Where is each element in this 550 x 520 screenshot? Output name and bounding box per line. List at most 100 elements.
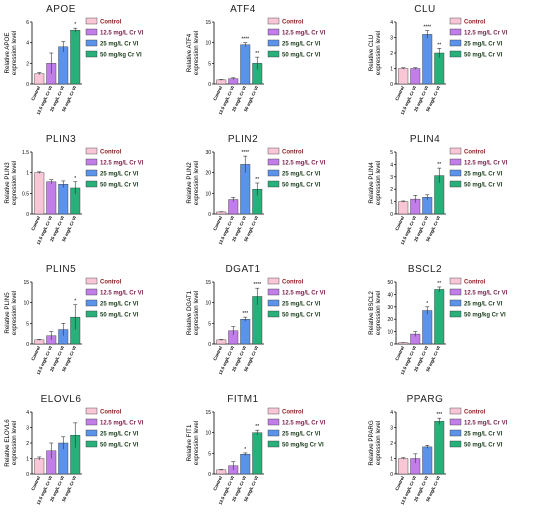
- legend-swatch: [449, 50, 462, 58]
- legend-label: 12.5 mg/L Cr VI: [282, 161, 326, 167]
- legend-label: Control: [100, 280, 122, 286]
- y-tick-label: 10: [23, 301, 29, 307]
- legend-label: 25 mg/L Cr VI: [282, 42, 321, 48]
- legend-swatch: [85, 169, 98, 177]
- x-tick-label: Control: [30, 345, 41, 361]
- x-tick-label: Control: [394, 475, 405, 491]
- y-tick-label: 2: [390, 187, 393, 193]
- significance-mark: *: [74, 176, 76, 182]
- y-axis-label-line: expression level: [193, 421, 200, 465]
- bar-1: [216, 339, 227, 345]
- legend-swatch: [267, 288, 280, 296]
- panel-title: ELOVL6: [41, 394, 82, 405]
- legend-label: 12.5 mg/L Cr VI: [282, 421, 326, 427]
- y-tick-label: 0: [26, 82, 29, 88]
- bar-1: [216, 469, 227, 475]
- legend-label: 25 mg/L Cr VI: [100, 42, 139, 48]
- panel-title: CLU: [414, 4, 436, 15]
- bar-4: [434, 289, 445, 345]
- legend-label: 50 mg/L Cr VI: [282, 53, 321, 59]
- y-tick-label: 15: [205, 20, 211, 26]
- legend-swatch: [449, 17, 462, 25]
- legend-label: 50 mg/L Cr VI: [100, 313, 139, 319]
- y-axis-label-line: Relative PLIN3: [4, 162, 11, 204]
- legend-swatch: [85, 17, 98, 25]
- y-tick-label: 5: [208, 321, 211, 327]
- y-tick-label: 5: [208, 61, 211, 67]
- x-tick-label: Control: [212, 215, 223, 231]
- legend-label: 50 mg/L Cr VI: [282, 313, 321, 319]
- y-tick-label: 20: [205, 171, 211, 177]
- bar-3: [240, 319, 251, 345]
- legend-swatch: [449, 277, 462, 285]
- y-axis-label: Relative ATF4expression level: [186, 31, 200, 75]
- significance-mark: *: [244, 447, 246, 453]
- legend-label: 12.5 mg/L Cr VI: [100, 31, 144, 37]
- y-tick-label: 10: [205, 431, 211, 437]
- y-tick-label: 15: [205, 410, 211, 416]
- legend-label: 12.5 mg/L Cr VI: [464, 31, 508, 37]
- panel-title: ATF4: [230, 4, 256, 15]
- y-axis-label-line: expression level: [193, 291, 200, 335]
- bar-4: [70, 30, 81, 85]
- y-axis-label: Relative FIT1expression level: [186, 421, 200, 465]
- x-tick-label: Control: [394, 85, 405, 101]
- y-axis-label: Relative PLIN2expression level: [186, 161, 200, 205]
- y-tick-label: 4: [390, 20, 393, 26]
- legend-label: 25 mg/L Cr VI: [282, 302, 321, 308]
- bar-3: [240, 44, 251, 85]
- panel-title: DGAT1: [225, 264, 260, 275]
- y-axis-label: Relative DGAT1expression level: [186, 290, 200, 335]
- panel-plin2: PLIN2 Relative PLIN2expression level 0 10 20…: [186, 134, 326, 245]
- y-axis-label-line: Relative PLIN5: [4, 292, 11, 334]
- y-tick-label: 3: [26, 426, 29, 432]
- legend-label: Control: [464, 150, 486, 156]
- legend-swatch: [267, 429, 280, 437]
- y-tick-label: 10: [205, 41, 211, 47]
- legend-label: Control: [282, 150, 304, 156]
- y-axis-label-line: Relative CLU: [368, 35, 375, 71]
- y-axis-label-line: Relative PLIN4: [368, 162, 375, 204]
- bar-3: [58, 184, 69, 215]
- y-axis-label-line: expression level: [375, 31, 382, 75]
- legend-swatch: [85, 418, 98, 426]
- y-tick-label: 0: [26, 212, 29, 218]
- y-tick-label: 5: [26, 321, 29, 327]
- significance-mark: ****: [423, 25, 431, 31]
- legend-swatch: [449, 407, 462, 415]
- legend-swatch: [267, 310, 280, 318]
- y-tick-label: 4: [390, 410, 393, 416]
- legend-swatch: [85, 277, 98, 285]
- panel-plin5: PLIN5 Relative PLIN5expression level 0 5 10 1…: [4, 264, 144, 375]
- legend-label: 50 mg/kg Cr VI: [464, 313, 506, 319]
- y-tick-label: 15: [205, 280, 211, 286]
- y-axis-label: Relative CLUexpression level: [368, 31, 382, 75]
- y-tick-label: 2: [26, 441, 29, 447]
- panel-plin4: PLIN4 Relative PLIN4expression level 0 1 2 3 4…: [368, 134, 508, 245]
- y-tick-label: 6: [26, 20, 29, 26]
- legend-swatch: [267, 169, 280, 177]
- significance-mark: **: [437, 281, 441, 287]
- legend-swatch: [449, 310, 462, 318]
- bar-1: [398, 458, 409, 475]
- y-tick-label: 30: [205, 150, 211, 156]
- legend-swatch: [267, 158, 280, 166]
- legend-swatch: [85, 180, 98, 188]
- y-axis-label: Relative PPARGexpression level: [368, 420, 382, 465]
- significance-mark: ****: [241, 150, 249, 156]
- y-axis-label-line: expression level: [375, 421, 382, 465]
- legend-swatch: [85, 50, 98, 58]
- y-tick-label: 0: [390, 472, 393, 478]
- y-axis-label: Relative PLIN4expression level: [368, 161, 382, 205]
- y-axis-label-line: Relative PPARG: [368, 420, 375, 465]
- y-tick-label: 3: [390, 426, 393, 432]
- y-tick-label: 2: [390, 441, 393, 447]
- panel-bscl2: BSCL2 Relative BSCL2expression level 0 10 20…: [368, 264, 508, 375]
- legend-label: 12.5 mg/L Cr VI: [464, 161, 508, 167]
- legend-swatch: [449, 299, 462, 307]
- y-axis-label-line: expression level: [11, 31, 18, 75]
- y-tick-label: 20: [387, 317, 393, 323]
- significance-mark: *: [426, 301, 428, 307]
- bar-1: [216, 211, 227, 215]
